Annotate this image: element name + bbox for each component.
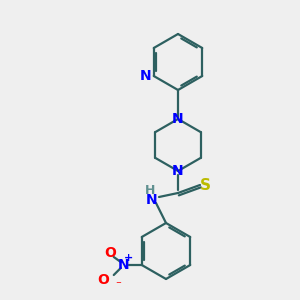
Text: H: H [145,184,155,196]
Text: S: S [200,178,211,193]
Text: +: + [124,253,134,263]
Text: ⁻: ⁻ [115,280,121,290]
Text: O: O [97,273,109,287]
Text: N: N [146,193,158,207]
Text: N: N [172,112,184,126]
Text: O: O [104,246,116,260]
Text: N: N [118,258,130,272]
Text: N: N [172,164,184,178]
Text: N: N [140,69,152,83]
